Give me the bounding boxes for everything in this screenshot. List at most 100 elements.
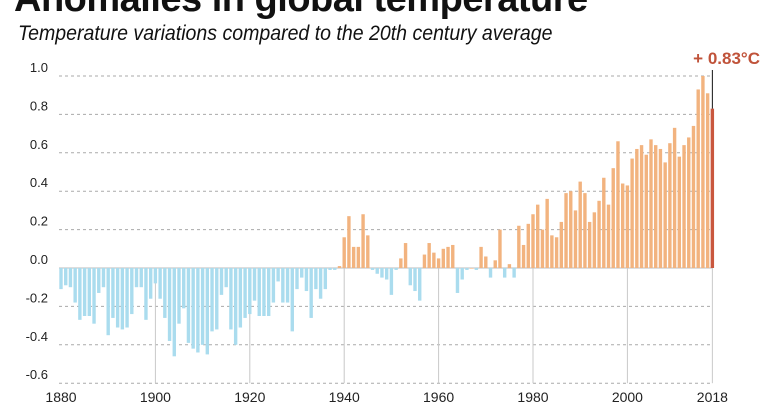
- bar-1988: [569, 191, 573, 268]
- bar-2010: [672, 127, 677, 268]
- y-tick-label: 0.6: [30, 137, 48, 152]
- bar-1939: [337, 266, 342, 268]
- bar-1944: [361, 214, 365, 268]
- x-tick-label: 1960: [423, 389, 454, 405]
- bar-1966: [465, 268, 469, 270]
- bar-1985: [554, 237, 559, 268]
- bar-1951: [394, 268, 398, 270]
- bar-1881: [64, 268, 68, 286]
- bar-1976: [512, 268, 516, 278]
- bar-1928: [285, 268, 290, 303]
- bar-1937: [328, 268, 332, 270]
- y-tick-label: 0.8: [30, 98, 48, 113]
- bar-2009: [668, 143, 672, 268]
- bar-1972: [493, 260, 497, 268]
- bar-1890: [106, 268, 110, 336]
- bar-1998: [616, 141, 620, 268]
- bar-1982: [540, 229, 545, 268]
- bar-1970: [484, 256, 488, 268]
- y-tick-label: 0.0: [30, 252, 48, 267]
- bar-1967: [469, 268, 474, 269]
- x-tick-label: 1980: [517, 389, 548, 405]
- bar-1914: [219, 268, 224, 295]
- y-tick-label: -0.2: [26, 290, 48, 305]
- bar-1892: [115, 268, 120, 328]
- y-tick-label: 0.4: [30, 175, 48, 190]
- bar-1923: [262, 268, 266, 316]
- bar-1986: [559, 221, 564, 268]
- bar-1889: [101, 268, 106, 288]
- bar-1933: [309, 268, 313, 318]
- bar-1938: [333, 268, 337, 270]
- bar-1896: [134, 268, 139, 288]
- y-tick-label: -0.6: [26, 367, 48, 382]
- bar-1980: [531, 214, 535, 268]
- bar-1918: [238, 268, 243, 328]
- bar-2003: [639, 145, 644, 268]
- bar-2004: [644, 154, 648, 268]
- bar-2011: [677, 156, 682, 268]
- bar-1885: [82, 268, 87, 316]
- bars: [59, 76, 715, 357]
- bar-1909: [196, 268, 200, 353]
- bar-2016: [701, 76, 705, 268]
- bar-1995: [602, 177, 606, 268]
- x-tick-label: 1880: [45, 389, 76, 405]
- bar-2005: [649, 139, 653, 268]
- callout-label: + 0.83°C: [693, 49, 760, 68]
- bar-1979: [526, 223, 530, 268]
- bar-1907: [186, 268, 191, 343]
- bar-1912: [210, 268, 214, 332]
- bar-1897: [139, 268, 143, 288]
- bar-1888: [97, 268, 101, 293]
- bar-1895: [130, 268, 134, 315]
- bar-1957: [422, 254, 427, 268]
- bar-1973: [498, 229, 502, 268]
- y-tick-label: 1.0: [30, 60, 48, 75]
- bar-1959: [432, 252, 436, 268]
- bar-1948: [380, 268, 384, 278]
- x-tick-label: 1920: [234, 389, 265, 405]
- bar-1902: [163, 268, 167, 318]
- bar-1932: [304, 268, 309, 292]
- bar-1981: [536, 204, 540, 268]
- bar-1956: [418, 268, 422, 301]
- bar-1989: [573, 210, 578, 268]
- bar-1955: [413, 268, 417, 292]
- bar-1925: [271, 268, 276, 303]
- bar-1992: [587, 221, 592, 268]
- bar-1947: [375, 268, 379, 274]
- bar-1996: [606, 204, 611, 268]
- x-tick-label: 1940: [329, 389, 360, 405]
- bar-1899: [148, 268, 153, 299]
- bar-1963: [451, 244, 455, 268]
- x-axis: 1880 1900 1920 1940 1960 1980 2000 2018: [45, 389, 728, 405]
- bar-1903: [167, 268, 172, 341]
- chart-title: Anomalies in global temperature: [14, 0, 588, 21]
- bar-1983: [545, 198, 549, 268]
- bar-1984: [550, 235, 554, 268]
- bar-1953: [403, 243, 408, 268]
- bar-1908: [191, 268, 195, 349]
- bar-1994: [597, 200, 601, 268]
- bar-1978: [521, 244, 526, 268]
- bar-1943: [356, 246, 361, 268]
- bar-2013: [687, 137, 691, 268]
- y-tick-label: 0.2: [30, 214, 48, 229]
- gridlines: [59, 75, 713, 384]
- bar-1891: [111, 268, 115, 318]
- bar-1942: [351, 246, 356, 268]
- bar-2006: [654, 145, 658, 268]
- bar-1952: [399, 258, 403, 268]
- bar-1969: [479, 246, 483, 268]
- bar-1975: [507, 264, 512, 268]
- bar-1958: [427, 243, 431, 268]
- bar-1962: [446, 246, 450, 268]
- bar-1991: [583, 193, 587, 268]
- bar-1987: [564, 193, 568, 268]
- bar-1910: [200, 268, 205, 345]
- bar-1919: [243, 268, 247, 318]
- bar-1950: [389, 268, 394, 295]
- bar-1905: [177, 268, 181, 324]
